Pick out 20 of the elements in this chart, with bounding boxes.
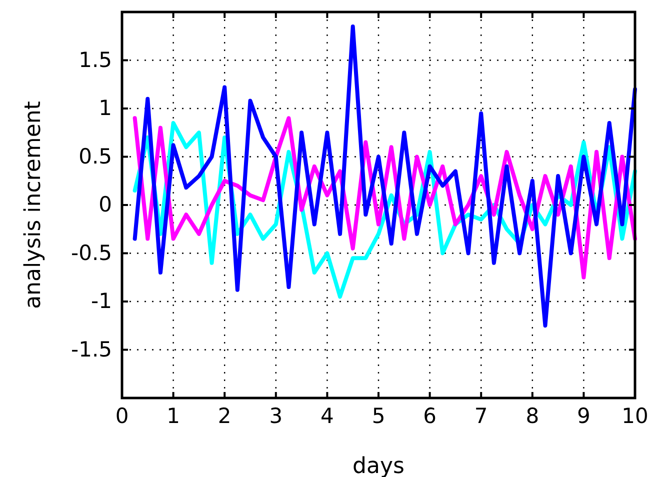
x-tick-label: 7 <box>474 404 488 428</box>
y-tick-label: 0.5 <box>78 144 112 168</box>
x-tick-label: 8 <box>526 404 540 428</box>
x-tick-label: 9 <box>577 404 590 428</box>
x-tick-label: 1 <box>166 404 180 428</box>
y-tick-label: 1.5 <box>78 48 112 72</box>
x-tick-label: 4 <box>320 404 334 428</box>
y-tick-label: -0.5 <box>71 240 112 265</box>
y-tick-label: -1.5 <box>71 337 112 362</box>
x-tick-label: 5 <box>372 404 386 428</box>
x-tick-label: 3 <box>269 404 283 428</box>
y-axis-title: analysis increment <box>21 100 46 309</box>
line-series <box>132 24 637 328</box>
x-tick-label: 2 <box>218 404 232 428</box>
y-tick-label: 1 <box>98 96 112 120</box>
y-tick-label: 0 <box>98 192 112 217</box>
y-tick-label: -1 <box>91 289 112 314</box>
x-tick-label: 10 <box>622 404 648 428</box>
x-tick-label: 0 <box>115 404 129 428</box>
x-tick-label: 6 <box>423 404 436 428</box>
